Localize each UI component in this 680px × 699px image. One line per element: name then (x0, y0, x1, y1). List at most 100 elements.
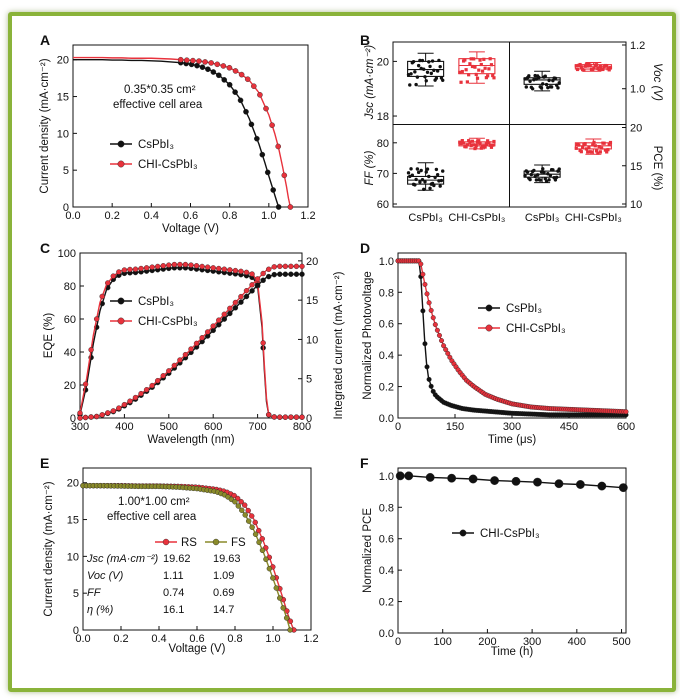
table-row-label: η (%) (87, 604, 114, 616)
box-data-point (408, 83, 412, 87)
panel-c-plot-area (79, 252, 303, 419)
series-2-point (293, 271, 300, 277)
x-tick-label: 0.4 (151, 633, 166, 645)
box-data-point (429, 71, 434, 76)
box-data-point (415, 167, 420, 171)
series-3-point (138, 390, 144, 397)
subplot-label-ff: FF (%) (364, 150, 376, 185)
box-data-point (409, 167, 413, 171)
series-3-point (132, 394, 139, 401)
series-0-point (576, 480, 585, 489)
panel-f: F 0 100 200 300 400 500 0.0 0.2 0.4 0.6 0.8 1.0 Time … (360, 455, 631, 658)
x-tick-label: 0.0 (75, 633, 90, 645)
box-data-point (574, 64, 578, 68)
box-data-point (483, 66, 487, 70)
series-3-point (221, 311, 228, 317)
series-1-point (171, 261, 178, 268)
y-tick-label: 0.0 (379, 413, 394, 425)
box-data-point (541, 167, 545, 171)
series-2-point (249, 288, 255, 294)
series-2-point (254, 282, 261, 288)
box-data-point (593, 144, 597, 148)
series-1-point (441, 343, 447, 349)
x-tick-label: 0.8 (227, 633, 242, 645)
series-1-point (273, 585, 279, 591)
series-3-point (260, 270, 266, 277)
box-data-point (525, 76, 530, 80)
box-data-point (467, 139, 471, 143)
series-1-point (208, 60, 214, 66)
box-data-point (597, 144, 601, 149)
series-3-point (293, 263, 300, 270)
x-axis-label: Time (h) (491, 646, 534, 658)
box-data-point (574, 146, 578, 150)
series-1-point (235, 503, 242, 509)
series-0-point (248, 121, 255, 128)
series-1-point (259, 547, 266, 554)
series-1-point (110, 273, 117, 279)
box-data-point (437, 58, 441, 63)
box-data-point (484, 76, 488, 80)
series-1-point (232, 499, 238, 505)
box-data-point (473, 65, 477, 69)
box-data-point (492, 76, 496, 80)
box-data-point (424, 170, 428, 174)
series-1-point (277, 414, 283, 420)
series-1-point (282, 414, 289, 420)
box-data-point (600, 146, 604, 150)
x-tick-label: 1.2 (300, 210, 315, 222)
series-0-point (254, 135, 260, 142)
table-rs-value: 16.1 (163, 604, 184, 616)
series-1-point (256, 539, 262, 545)
box-data-point (592, 66, 596, 70)
series-0-point (404, 471, 414, 481)
y-tick-label: 0.8 (379, 502, 394, 514)
box-data-point (529, 172, 534, 177)
series-3-point (127, 398, 133, 404)
y-right-axis-label: Integrated current (mA·cm⁻²) (333, 271, 345, 419)
box-data-point (535, 173, 540, 177)
box-data-point (581, 68, 585, 72)
box-data-point (488, 57, 492, 61)
box-data-point (458, 70, 462, 75)
box-data-point (557, 81, 561, 85)
series-2-point (221, 316, 228, 322)
figure-frame (8, 12, 676, 692)
series-3-point (149, 382, 155, 389)
box-data-point (477, 68, 481, 72)
series-3-point (254, 276, 261, 282)
y-tick-label: 60 (377, 199, 389, 211)
y-tick-label: 15 (57, 92, 69, 104)
series-1-point (239, 507, 245, 513)
series-2-point (299, 271, 305, 277)
box-data-point (523, 174, 527, 178)
box-data-point (549, 168, 554, 172)
box-data-point (575, 67, 580, 72)
box-data-point (470, 64, 475, 69)
series-0-point (205, 66, 211, 73)
group-label: CHI-CsPbI₃ (448, 212, 505, 224)
series-3-point (99, 412, 105, 418)
series-1-point (210, 265, 216, 271)
box-data-point (409, 72, 413, 76)
panel-d: D 0 150 300 450 600 0.0 0.2 0.4 0.6 0.8 1.0 Time (μs… (360, 240, 635, 446)
box-data-point (463, 145, 467, 149)
box-data-point (430, 181, 435, 186)
box-data-point (424, 79, 428, 83)
y-axis-label: Current density (mA·cm⁻²) (43, 481, 55, 616)
series-1-point (93, 316, 100, 322)
y-tick-label: 0.2 (379, 597, 394, 609)
box-data-point (475, 76, 480, 80)
series-0-point (232, 89, 238, 95)
box-data-point (438, 184, 442, 188)
box-data-point (422, 187, 426, 192)
y-right-tick-label: 10 (630, 199, 642, 211)
subplot-label-jsc: Jsc (mA·cm⁻²) (364, 45, 376, 121)
series-0-point (221, 77, 228, 83)
series-1-point (177, 56, 184, 63)
y-tick-label: 5 (73, 588, 79, 600)
x-tick-label: 500 (612, 636, 630, 648)
legend-chi-cspbi3-swatch-marker (459, 529, 467, 537)
series-1-point (420, 271, 426, 277)
box-data-point (491, 143, 495, 147)
